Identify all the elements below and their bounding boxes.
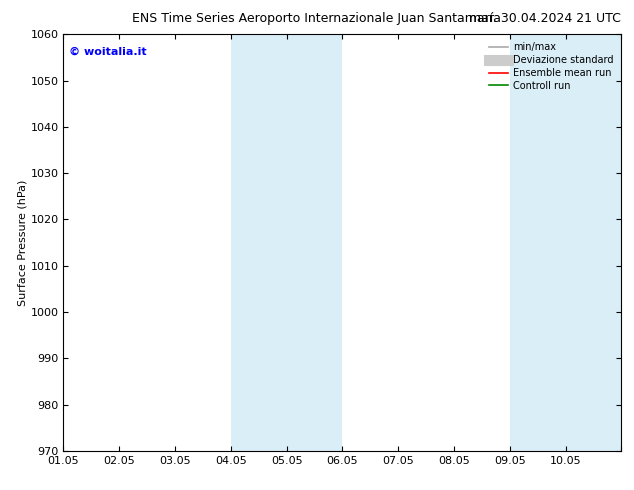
Bar (287, 34, 342, 451)
Bar (566, 34, 621, 451)
Bar (231, 34, 287, 451)
Text: ENS Time Series Aeroporto Internazionale Juan Santamaría: ENS Time Series Aeroporto Internazionale… (133, 12, 501, 25)
Y-axis label: Surface Pressure (hPa): Surface Pressure (hPa) (18, 179, 28, 306)
Bar (510, 34, 566, 451)
Text: mar. 30.04.2024 21 UTC: mar. 30.04.2024 21 UTC (469, 12, 621, 25)
Legend: min/max, Deviazione standard, Ensemble mean run, Controll run: min/max, Deviazione standard, Ensemble m… (486, 39, 616, 94)
Text: © woitalia.it: © woitalia.it (69, 47, 146, 57)
